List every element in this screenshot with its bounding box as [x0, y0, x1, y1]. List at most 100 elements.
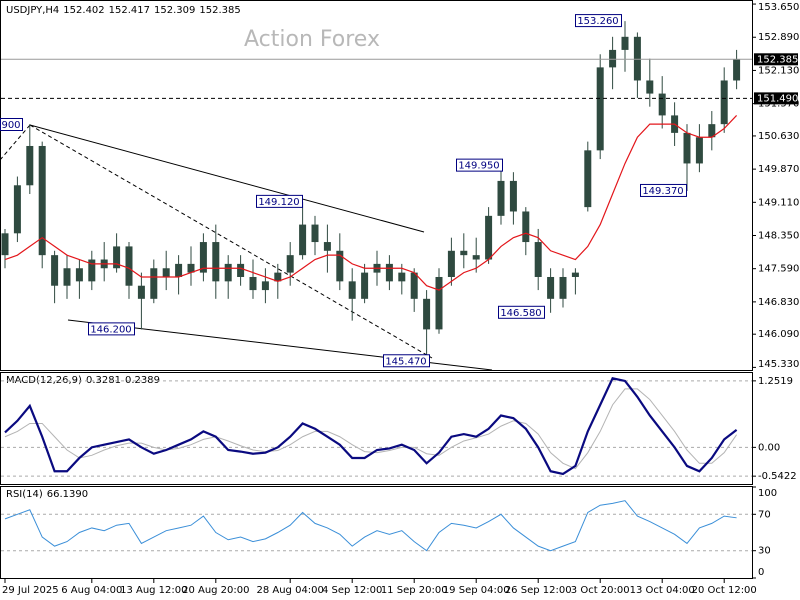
candle-body: [38, 145, 46, 256]
candle-body: [1, 233, 9, 256]
rsi-panel: [0, 486, 753, 579]
candle-body: [199, 242, 207, 273]
candle-body: [26, 145, 34, 186]
y-tick-label: 152.130: [758, 65, 799, 76]
candle-body: [398, 272, 406, 282]
candle-body: [13, 185, 21, 234]
annotation-label: 149.950: [458, 161, 499, 172]
y-tick-label: -0.5422: [758, 471, 797, 482]
candle-body: [534, 242, 542, 277]
x-tick-label: 13 Oct 04:00: [630, 585, 695, 596]
x-tick-label: 4 Sep 12:00: [322, 585, 382, 596]
candle-body: [584, 150, 592, 208]
x-tick-label: 29 Jul 2025: [2, 585, 59, 596]
y-tick-label: 146.090: [758, 329, 799, 340]
indicator-line: [4, 388, 738, 470]
candle-body: [522, 211, 530, 243]
candle-body: [571, 272, 579, 277]
price-marker: [754, 53, 798, 66]
trend-line: [0, 124, 31, 161]
x-tick-label: 6 Aug 04:00: [61, 585, 122, 596]
candle-body: [361, 272, 369, 299]
candle-body: [509, 180, 517, 212]
annotation: 146.580: [498, 305, 545, 319]
y-tick-label: 0: [758, 567, 764, 578]
candle-body: [447, 250, 455, 277]
candle-body: [733, 59, 741, 81]
trend-lines: [0, 124, 493, 371]
annotation-label: 153.260: [577, 16, 618, 27]
annotation: 149.950: [456, 158, 503, 172]
annotation: 153.260: [575, 14, 622, 28]
candle-body: [485, 215, 493, 260]
x-tick-label: 28 Aug 04:00: [256, 585, 323, 596]
y-tick-label: 0.00: [758, 442, 780, 453]
candle-body: [435, 276, 443, 330]
candle-body: [274, 272, 282, 282]
y-tick-label: 153.650: [758, 2, 799, 13]
annotation-box: [456, 158, 503, 172]
candle-body: [75, 268, 83, 282]
y-tick-label: 147.590: [758, 264, 799, 275]
candle-body: [175, 263, 183, 277]
x-tick-label: 20 Oct 12:00: [692, 585, 757, 596]
candle-body: [63, 268, 71, 286]
candle-body: [137, 285, 145, 299]
annotation-label: 149.120: [258, 197, 299, 208]
annotation-box: [88, 322, 135, 336]
candle-body: [187, 263, 195, 273]
indicator-line: [4, 500, 737, 552]
candle-body: [547, 276, 555, 299]
annotation-label: 145.470: [385, 356, 426, 367]
candle-body: [88, 259, 96, 282]
candle-body: [249, 276, 257, 291]
candle-body: [286, 255, 294, 273]
x-tick-label: 11 Sep 20:00: [381, 585, 448, 596]
candle-body: [497, 180, 505, 216]
watermark: Action Forex: [244, 27, 380, 52]
indicator-line: [4, 377, 738, 476]
candle-body: [311, 224, 319, 243]
annotation: 149.370: [640, 183, 687, 197]
candle-body: [385, 263, 393, 282]
candle-body: [299, 224, 307, 256]
macd-panel: [0, 372, 753, 485]
candle-body: [323, 242, 331, 251]
annotation: 145.470: [383, 354, 430, 368]
x-tick-label: 20 Aug 20:00: [182, 585, 249, 596]
annotation-box: [498, 305, 545, 319]
x-tick-label: 19 Sep 04:00: [443, 585, 510, 596]
candle-body: [423, 298, 431, 330]
candle-body: [559, 276, 567, 299]
y-tick-label: 152.890: [758, 32, 799, 43]
x-tick-label: 26 Sep 12:00: [505, 585, 572, 596]
y-tick-label: 148.350: [758, 231, 799, 242]
x-tick-label: 13 Aug 12:00: [120, 585, 187, 596]
y-tick-label: 70: [758, 509, 771, 520]
annotation-box: [256, 194, 303, 208]
candle-body: [150, 268, 158, 299]
annotation: 146.200: [88, 322, 135, 336]
candle-body: [609, 49, 617, 68]
rsi-header: RSI(14) 66.1390: [6, 489, 88, 500]
trend-line: [29, 124, 433, 359]
annotation-box: [575, 14, 622, 28]
candle-body: [410, 272, 418, 299]
price-panel: [0, 0, 753, 371]
annotation-label: 149.370: [642, 186, 683, 197]
candle-body: [683, 132, 691, 164]
annotation-label: 900: [1, 120, 20, 131]
annotation-box: [383, 354, 430, 368]
trend-line: [29, 124, 425, 233]
annotation-box: [0, 118, 23, 131]
header: USDJPY,H4 152.402 152.417 152.309 152.385: [6, 5, 241, 16]
candle-body: [646, 80, 654, 94]
x-tick-label: 3 Oct 20:00: [571, 585, 630, 596]
annotation: 149.120: [256, 194, 303, 208]
price-marker-label: 152.385: [757, 54, 798, 65]
candle-body: [113, 246, 121, 269]
y-tick-label: 145.330: [758, 359, 799, 370]
y-tick-label: 149.870: [758, 164, 799, 175]
candle-body: [621, 36, 629, 50]
